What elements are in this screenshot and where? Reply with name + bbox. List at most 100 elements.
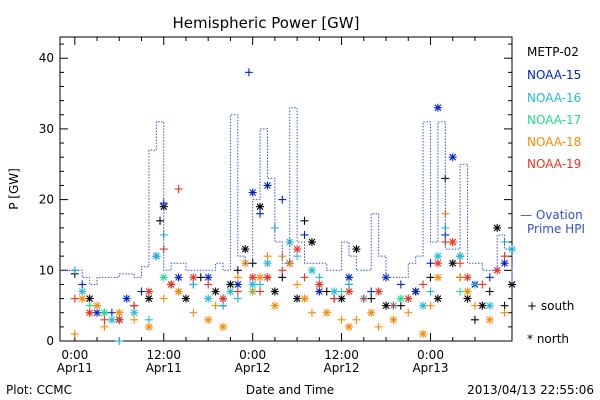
data-point: [389, 301, 398, 310]
data-point: [85, 294, 94, 303]
data-point: [478, 301, 487, 310]
point-stroke: [382, 302, 390, 310]
data-point: [337, 287, 346, 296]
data-point: [315, 287, 324, 296]
point-stroke: [145, 295, 153, 302]
data-point: [426, 259, 435, 268]
point-stroke: [145, 323, 153, 331]
data-point: [456, 259, 465, 268]
data-point: [493, 223, 502, 232]
point-stroke: [419, 302, 427, 310]
data-point: [426, 273, 435, 282]
data-point: [419, 329, 428, 338]
data-point: [256, 287, 265, 296]
data-point: [189, 280, 198, 289]
point-stroke: [308, 266, 316, 274]
point-stroke: [264, 182, 271, 189]
point-stroke: [212, 288, 219, 295]
data-point: [500, 259, 509, 268]
x-tick-label: 0:00: [417, 348, 444, 362]
data-point: [396, 280, 405, 289]
point-stroke: [160, 273, 168, 281]
point-stroke: [204, 316, 212, 324]
legend-entry-ovation: — Ovation Prime HPI: [520, 208, 587, 236]
plot-timestamp: 2013/04/13 22:55:06: [467, 383, 594, 397]
data-point: [470, 315, 479, 324]
point-stroke: [234, 281, 242, 288]
data-point: [130, 301, 139, 310]
data-point: [389, 315, 398, 324]
point-stroke: [293, 295, 301, 302]
data-point: [233, 280, 242, 289]
data-point: [307, 308, 316, 317]
data-point: [433, 259, 442, 268]
data-point: [344, 273, 353, 282]
data-point: [293, 294, 302, 303]
x-tick-label: 12:00: [146, 348, 181, 362]
point-stroke: [308, 238, 316, 246]
data-point: [144, 322, 153, 331]
data-point: [100, 308, 109, 317]
data-point: [352, 315, 361, 324]
point-stroke: [123, 295, 131, 302]
data-point: [463, 294, 472, 303]
data-point: [174, 287, 183, 296]
point-stroke: [345, 273, 353, 281]
data-point: [433, 103, 442, 112]
data-point: [244, 68, 253, 77]
chart-title: Hemispheric Power [GW]: [173, 14, 360, 32]
point-stroke: [390, 316, 397, 324]
y-tick-label: 30: [39, 122, 54, 136]
data-point: [463, 287, 472, 296]
data-point: [159, 273, 168, 282]
point-stroke: [323, 309, 331, 317]
data-point: [248, 188, 257, 197]
point-stroke: [256, 203, 264, 211]
data-point: [100, 315, 109, 324]
data-point: [278, 273, 287, 282]
data-point: [248, 273, 257, 282]
point-stroke: [271, 288, 279, 295]
point-stroke: [167, 281, 175, 288]
data-point: [196, 273, 205, 282]
point-stroke: [375, 288, 383, 295]
point-stroke: [293, 245, 301, 253]
data-point: [211, 301, 220, 310]
data-point: [156, 216, 165, 225]
data-point: [241, 245, 250, 254]
data-point: [404, 308, 413, 317]
data-point: [189, 273, 198, 282]
point-stroke: [78, 295, 86, 302]
legend-entry: NOAA-17: [527, 113, 581, 127]
point-stroke: [108, 316, 116, 324]
data-point: [107, 315, 116, 324]
data-point: [470, 280, 479, 289]
data-point: [419, 301, 428, 310]
point-stroke: [175, 273, 182, 281]
data-point: [144, 287, 153, 296]
point-stroke: [182, 295, 190, 302]
data-point: [448, 259, 457, 268]
legend: METP-02 NOAA-15 NOAA-16 NOAA-17 NOAA-18 NOAA-…: [520, 45, 587, 346]
data-point: [85, 308, 94, 317]
point-stroke: [345, 323, 353, 331]
data-point: [433, 294, 442, 303]
data-point: [367, 294, 376, 303]
data-point: [130, 308, 139, 317]
data-point: [322, 287, 331, 296]
data-point: [382, 273, 391, 282]
point-stroke: [501, 259, 508, 267]
point-stroke: [464, 288, 471, 295]
ovation-hpi-line: [60, 107, 513, 285]
point-stroke: [412, 288, 420, 295]
data-point: [263, 259, 272, 268]
data-point: [322, 308, 331, 317]
point-stroke: [508, 281, 516, 288]
data-point: [485, 315, 494, 324]
data-point: [337, 315, 346, 324]
x-tick-date-label: Apr12: [324, 361, 360, 375]
data-point: [307, 266, 316, 275]
data-point: [307, 238, 316, 247]
data-point: [248, 287, 257, 296]
point-stroke: [449, 259, 457, 267]
